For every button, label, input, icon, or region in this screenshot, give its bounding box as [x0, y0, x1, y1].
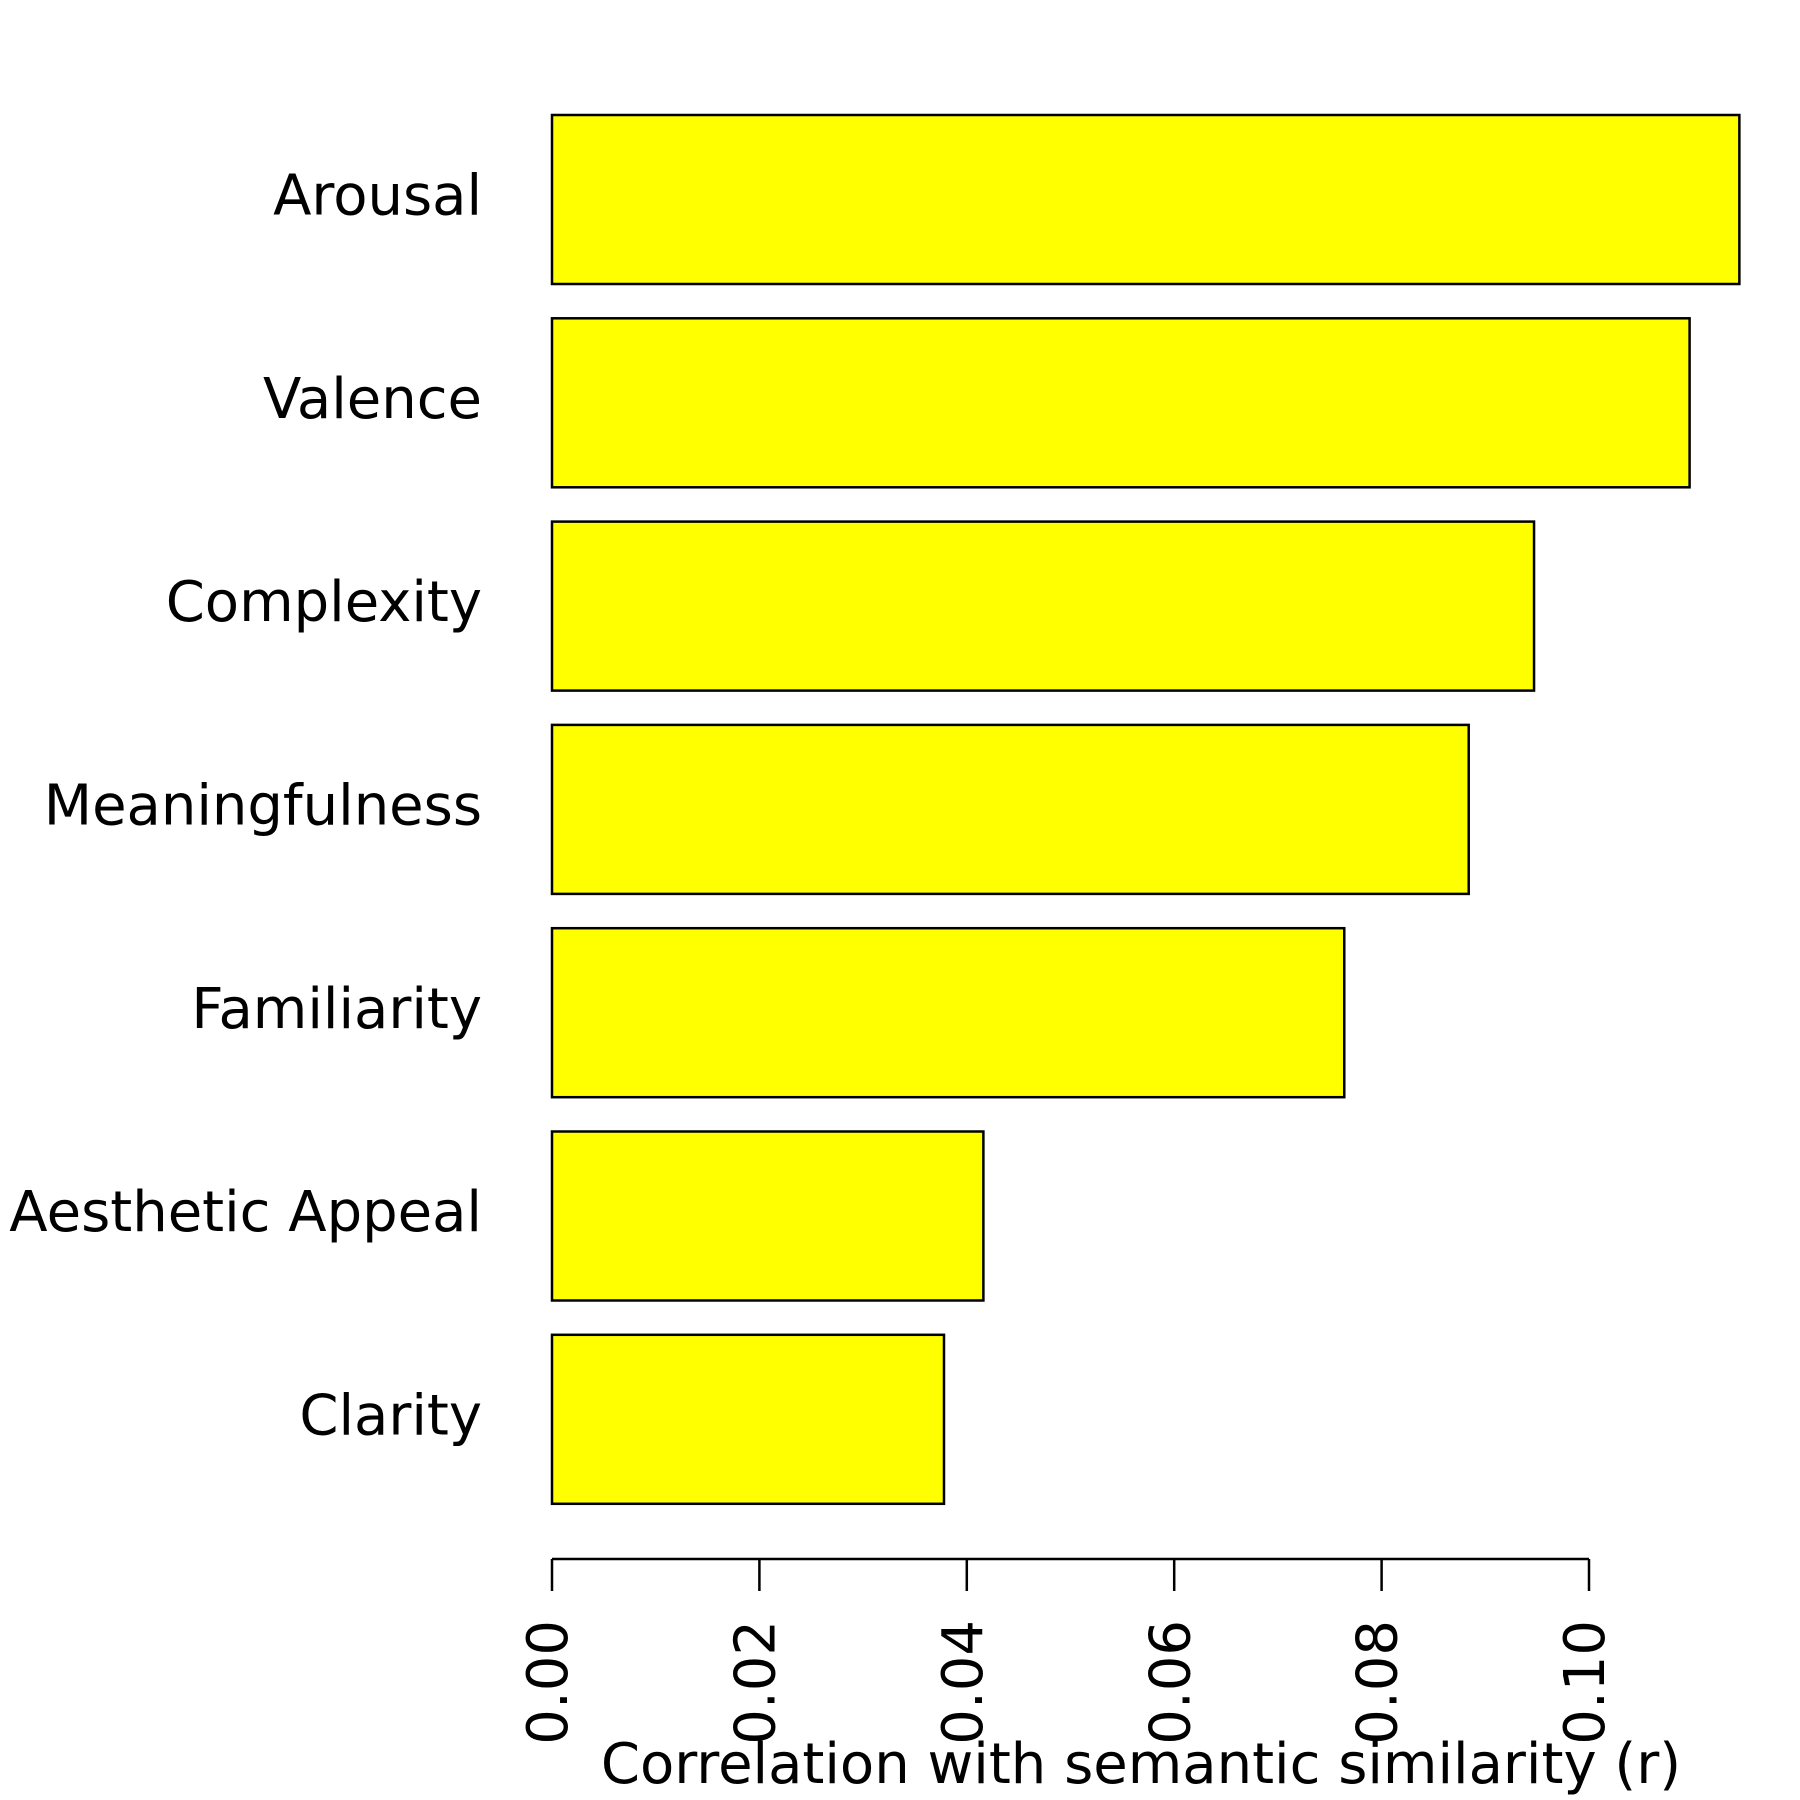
- y-tick-label: Arousal: [273, 164, 482, 229]
- bar: [550, 520, 1536, 692]
- y-tick-label: Complexity: [166, 570, 482, 635]
- x-tick-label: 0.02: [724, 1620, 789, 1745]
- x-tick-label: 0.04: [931, 1620, 996, 1745]
- x-axis-label: Correlation with semantic similarity (r): [601, 1732, 1681, 1797]
- y-tick-label: Clarity: [299, 1383, 482, 1448]
- bar: [550, 926, 1346, 1099]
- y-tick-label: Meaningfulness: [44, 774, 482, 839]
- bar: [550, 113, 1741, 286]
- y-tick-label: Valence: [263, 367, 482, 432]
- x-tick-label: 0.00: [516, 1620, 581, 1745]
- bar: [550, 723, 1470, 896]
- x-tick-label: 0.08: [1346, 1620, 1411, 1745]
- bar: [550, 317, 1691, 489]
- y-tick-label: Familiarity: [191, 977, 482, 1042]
- x-tick-label: 0.06: [1138, 1620, 1203, 1745]
- x-tick-label: 0.10: [1553, 1620, 1618, 1745]
- bar: [550, 1130, 985, 1302]
- bar: [550, 1333, 946, 1506]
- y-tick-label: Aesthetic Appeal: [9, 1180, 482, 1245]
